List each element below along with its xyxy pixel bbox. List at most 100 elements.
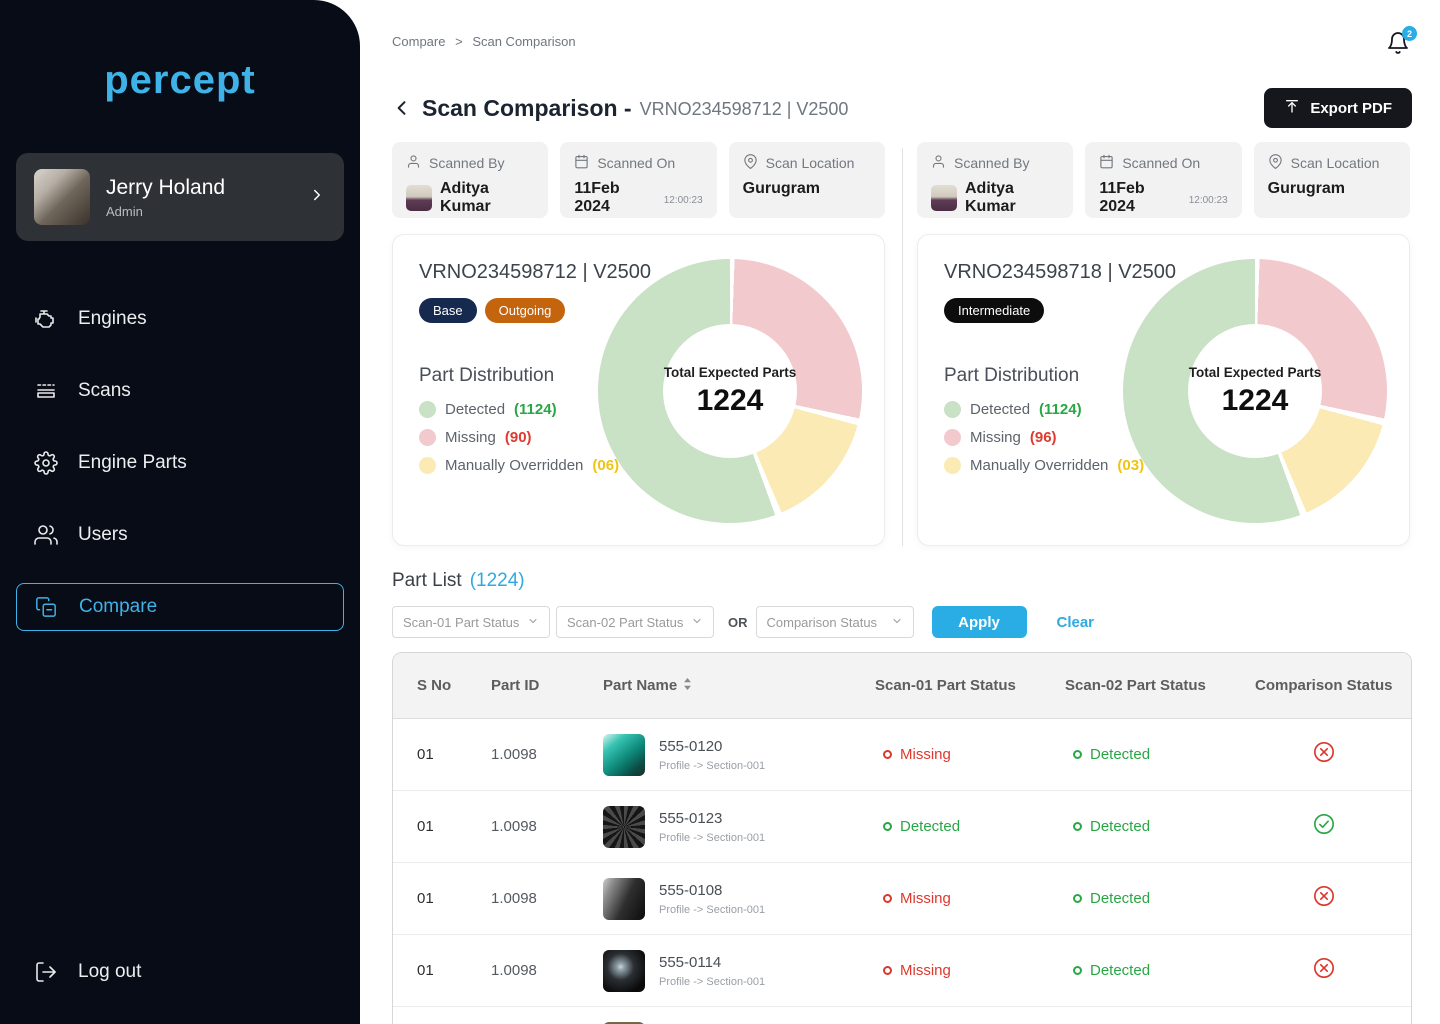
cell-part-id: 1.0098 bbox=[491, 962, 537, 979]
part-distribution-title: Part Distribution bbox=[944, 365, 1080, 386]
logout-icon bbox=[34, 960, 58, 984]
compare-documents-icon bbox=[35, 595, 59, 619]
intermediate-badge: Intermediate bbox=[944, 298, 1045, 323]
sidebar-item-label: Scans bbox=[78, 380, 131, 401]
scanned-on-card: Scanned On 11Feb 2024 12:00:23 bbox=[560, 142, 717, 218]
scanned-on-value: 11Feb 2024 bbox=[1099, 180, 1145, 215]
legend-label: Detected bbox=[970, 401, 1031, 418]
sidebar-item-engine-parts[interactable]: Engine Parts bbox=[16, 439, 344, 487]
donut-center-label: Total Expected Parts bbox=[663, 364, 797, 380]
table-row[interactable]: 01 1.0098 555-0108 Profile -> Section-00… bbox=[393, 863, 1411, 935]
scan01-status: Missing bbox=[875, 746, 1065, 763]
status-ring-icon bbox=[1073, 750, 1082, 759]
col-scan02-status: Scan-02 Part Status bbox=[1065, 677, 1206, 694]
table-row[interactable]: 01 1.0098 555-0114 Profile -> Section-00… bbox=[393, 935, 1411, 1007]
cell-part-id: 1.0098 bbox=[491, 818, 537, 835]
scan-1-chart-card: VRNO234598712 | V2500 Base Outgoing Part… bbox=[392, 234, 885, 546]
user-profile-card[interactable]: Jerry Holand Admin bbox=[16, 153, 344, 241]
cell-part-path: Profile -> Section-001 bbox=[659, 903, 766, 916]
sidebar-item-users[interactable]: Users bbox=[16, 511, 344, 559]
cell-s-no: 01 bbox=[417, 890, 434, 907]
select-placeholder: Scan-02 Part Status bbox=[567, 614, 684, 630]
cell-part-name: 555-0108 bbox=[659, 881, 723, 899]
notification-bell-icon[interactable]: 2 bbox=[1386, 26, 1417, 58]
cell-part-name: 555-0120 bbox=[659, 737, 723, 755]
legend-dot-missing bbox=[944, 429, 961, 446]
table-header: S No Part ID Part Name Scan-01 Part Stat… bbox=[393, 653, 1411, 719]
table-row[interactable]: 01 1.0098 555-0120 Profile -> Section-00… bbox=[393, 719, 1411, 791]
scanner-icon bbox=[34, 379, 58, 403]
logout-button[interactable]: Log out bbox=[34, 960, 141, 984]
legend-count: (96) bbox=[1029, 429, 1057, 446]
part-list-title: Part List bbox=[392, 570, 462, 591]
scanned-by-label: Scanned By bbox=[954, 155, 1030, 171]
sidebar: percept Jerry Holand Admin Engines Scans bbox=[0, 0, 360, 1024]
col-part-name[interactable]: Part Name bbox=[603, 677, 875, 694]
scanned-on-label: Scanned On bbox=[597, 155, 676, 171]
scan-2-chart-card: VRNO234598718 | V2500 Intermediate Part … bbox=[917, 234, 1410, 546]
scan-location-value: Gurugram bbox=[742, 180, 820, 197]
sidebar-item-compare[interactable]: Compare bbox=[16, 583, 344, 631]
scan01-status-select[interactable]: Scan-01 Part Status bbox=[392, 606, 550, 638]
sidebar-item-engines[interactable]: Engines bbox=[16, 295, 344, 343]
sort-icon[interactable] bbox=[683, 677, 692, 694]
scan02-status-select[interactable]: Scan-02 Part Status bbox=[556, 606, 714, 638]
comparison-match-icon bbox=[1313, 813, 1335, 840]
legend-label: Detected bbox=[445, 401, 506, 418]
table-row[interactable]: 01 1.0098 555-0123 Profile -> Section-00… bbox=[393, 791, 1411, 863]
donut-chart: Total Expected Parts 1224 bbox=[598, 259, 862, 523]
scan-location-card: Scan Location Gurugram bbox=[1253, 142, 1410, 218]
sidebar-item-label: Users bbox=[78, 524, 128, 545]
outgoing-badge: Outgoing bbox=[484, 298, 566, 323]
comparison-status-select[interactable]: Comparison Status bbox=[755, 606, 914, 638]
part-thumbnail bbox=[603, 877, 645, 920]
scan01-status: Missing bbox=[875, 962, 1065, 979]
donut-chart: Total Expected Parts 1224 bbox=[1123, 259, 1387, 523]
chevron-down-icon bbox=[891, 615, 903, 630]
status-ring-icon bbox=[883, 894, 892, 903]
user-name: Jerry Holand bbox=[106, 175, 226, 199]
percept-logo: percept bbox=[104, 58, 256, 102]
cell-part-path: Profile -> Section-001 bbox=[659, 975, 766, 988]
filter-bar: Scan-01 Part Status Scan-02 Part Status … bbox=[392, 606, 1412, 638]
scan02-status: Detected bbox=[1065, 962, 1255, 979]
breadcrumb-compare[interactable]: Compare bbox=[392, 34, 446, 49]
gear-icon bbox=[34, 451, 58, 475]
back-chevron-icon[interactable] bbox=[392, 97, 414, 119]
part-list-count: (1224) bbox=[469, 570, 525, 591]
clear-button[interactable]: Clear bbox=[1056, 613, 1095, 631]
scanned-on-card: Scanned On 11Feb 2024 12:00:23 bbox=[1085, 142, 1242, 218]
user-role: Admin bbox=[106, 203, 143, 219]
scanned-on-value: 11Feb 2024 bbox=[574, 180, 620, 215]
table-row[interactable]: 01 1.0098 555-0116 Profile -> Section-00… bbox=[393, 1007, 1411, 1024]
scan-location-label: Scan Location bbox=[765, 155, 855, 171]
status-ring-icon bbox=[1073, 894, 1082, 903]
part-thumbnail bbox=[603, 733, 645, 776]
sidebar-item-label: Engine Parts bbox=[78, 452, 187, 473]
page-title-suffix: VRNO234598712 | V2500 bbox=[639, 99, 849, 119]
scanned-on-time: 12:00:23 bbox=[663, 194, 703, 206]
part-distribution-title: Part Distribution bbox=[419, 365, 555, 386]
chevron-down-icon bbox=[691, 615, 703, 630]
part-list-table: S No Part ID Part Name Scan-01 Part Stat… bbox=[392, 652, 1412, 1024]
comparison-mismatch-icon bbox=[1313, 957, 1335, 984]
export-pdf-button[interactable]: Export PDF bbox=[1264, 88, 1412, 128]
legend-count: (1124) bbox=[514, 401, 557, 418]
legend-count: (90) bbox=[504, 429, 532, 446]
status-ring-icon bbox=[883, 750, 892, 759]
scan-location-label: Scan Location bbox=[1290, 155, 1380, 171]
breadcrumb-separator: > bbox=[455, 34, 463, 49]
legend-count: (1124) bbox=[1039, 401, 1082, 418]
scanned-by-label: Scanned By bbox=[429, 155, 505, 171]
col-part-id: Part ID bbox=[491, 677, 540, 694]
calendar-icon bbox=[574, 154, 589, 172]
sidebar-item-scans[interactable]: Scans bbox=[16, 367, 344, 415]
logout-label: Log out bbox=[78, 961, 142, 982]
cell-part-id: 1.0098 bbox=[491, 746, 537, 763]
select-placeholder: Scan-01 Part Status bbox=[403, 614, 520, 630]
scan-location-card: Scan Location Gurugram bbox=[728, 142, 885, 218]
scanned-by-card: Scanned By Aditya Kumar bbox=[917, 142, 1074, 218]
breadcrumb-scan-comparison: Scan Comparison bbox=[472, 34, 576, 49]
or-label: OR bbox=[728, 614, 748, 630]
apply-button[interactable]: Apply bbox=[931, 606, 1027, 638]
